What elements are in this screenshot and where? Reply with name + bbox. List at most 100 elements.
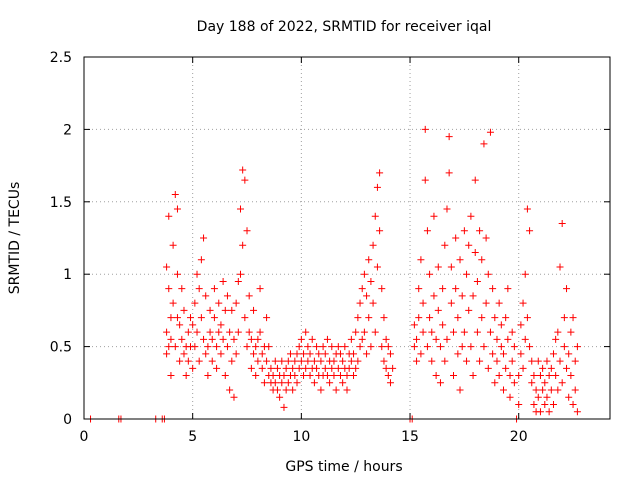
data-point (193, 270, 201, 278)
data-point (445, 169, 453, 177)
data-point (313, 343, 321, 351)
data-point (526, 227, 534, 235)
data-point (241, 314, 249, 322)
data-point (210, 285, 218, 293)
data-point (430, 212, 438, 220)
data-point (304, 343, 312, 351)
data-point (273, 386, 281, 394)
grid-lines (84, 57, 610, 419)
data-point (171, 343, 179, 351)
data-point (223, 292, 231, 300)
data-point (530, 401, 538, 409)
data-point (323, 372, 331, 380)
data-point (178, 285, 186, 293)
data-point (443, 335, 451, 343)
data-point (304, 357, 312, 365)
data-point (171, 191, 179, 199)
data-point (163, 263, 171, 271)
data-point (450, 328, 458, 336)
data-point (452, 285, 460, 293)
data-point (552, 372, 560, 380)
data-point (545, 372, 553, 380)
data-point (308, 335, 316, 343)
data-point (460, 227, 468, 235)
data-point (280, 403, 288, 411)
data-point (187, 314, 195, 322)
data-point (165, 285, 173, 293)
data-point (521, 270, 529, 278)
data-point (230, 335, 238, 343)
data-point (519, 299, 527, 307)
data-point (439, 321, 447, 329)
data-point (173, 205, 181, 213)
data-point (289, 364, 297, 372)
data-point (523, 205, 531, 213)
data-point (510, 379, 518, 387)
data-point (434, 263, 442, 271)
data-point (328, 364, 336, 372)
data-point (204, 372, 212, 380)
data-point (434, 306, 442, 314)
data-point (423, 227, 431, 235)
data-point (213, 364, 221, 372)
data-point (300, 350, 308, 358)
x-tick-label: 0 (80, 429, 89, 445)
data-point (347, 335, 355, 343)
data-point (469, 292, 477, 300)
data-point (523, 314, 531, 322)
data-point (339, 379, 347, 387)
data-point (560, 343, 568, 351)
data-point (489, 285, 497, 293)
data-point (165, 343, 173, 351)
data-point (528, 357, 536, 365)
data-point (182, 372, 190, 380)
data-point (236, 270, 244, 278)
data-point (426, 270, 434, 278)
data-point (476, 227, 484, 235)
data-point (167, 314, 175, 322)
data-point (197, 314, 205, 322)
data-point (526, 343, 534, 351)
data-point (363, 350, 371, 358)
data-point (502, 364, 510, 372)
data-point (534, 357, 542, 365)
data-point (350, 372, 358, 380)
data-point (369, 241, 377, 249)
x-tick-label: 10 (292, 429, 310, 445)
x-axis-title: GPS time / hours (285, 459, 402, 475)
data-point (471, 176, 479, 184)
data-point (417, 256, 425, 264)
data-point (204, 343, 212, 351)
data-point (489, 350, 497, 358)
data-point (210, 314, 218, 322)
data-point (480, 343, 488, 351)
data-point (256, 285, 264, 293)
data-point (295, 364, 303, 372)
data-point (436, 343, 444, 351)
data-point (184, 357, 192, 365)
data-point (467, 343, 475, 351)
data-point (271, 379, 279, 387)
data-point (330, 372, 338, 380)
data-point (410, 321, 418, 329)
data-point (269, 372, 277, 380)
data-point (480, 140, 488, 148)
data-point (458, 343, 466, 351)
tick-labels: 0 5 10 15 20 0 0.5 1 1.5 2 2.5 (50, 50, 528, 445)
data-point (493, 357, 501, 365)
data-point (336, 350, 344, 358)
data-point (545, 408, 553, 416)
data-point (328, 343, 336, 351)
data-point (260, 379, 268, 387)
data-point (515, 401, 523, 409)
data-point (419, 328, 427, 336)
data-point (247, 335, 255, 343)
data-point (543, 393, 551, 401)
y-tick-label: 0 (63, 412, 72, 428)
data-point (491, 314, 499, 322)
data-point (515, 372, 523, 380)
data-point (323, 335, 331, 343)
data-point (352, 364, 360, 372)
data-point (228, 306, 236, 314)
data-point (439, 285, 447, 293)
